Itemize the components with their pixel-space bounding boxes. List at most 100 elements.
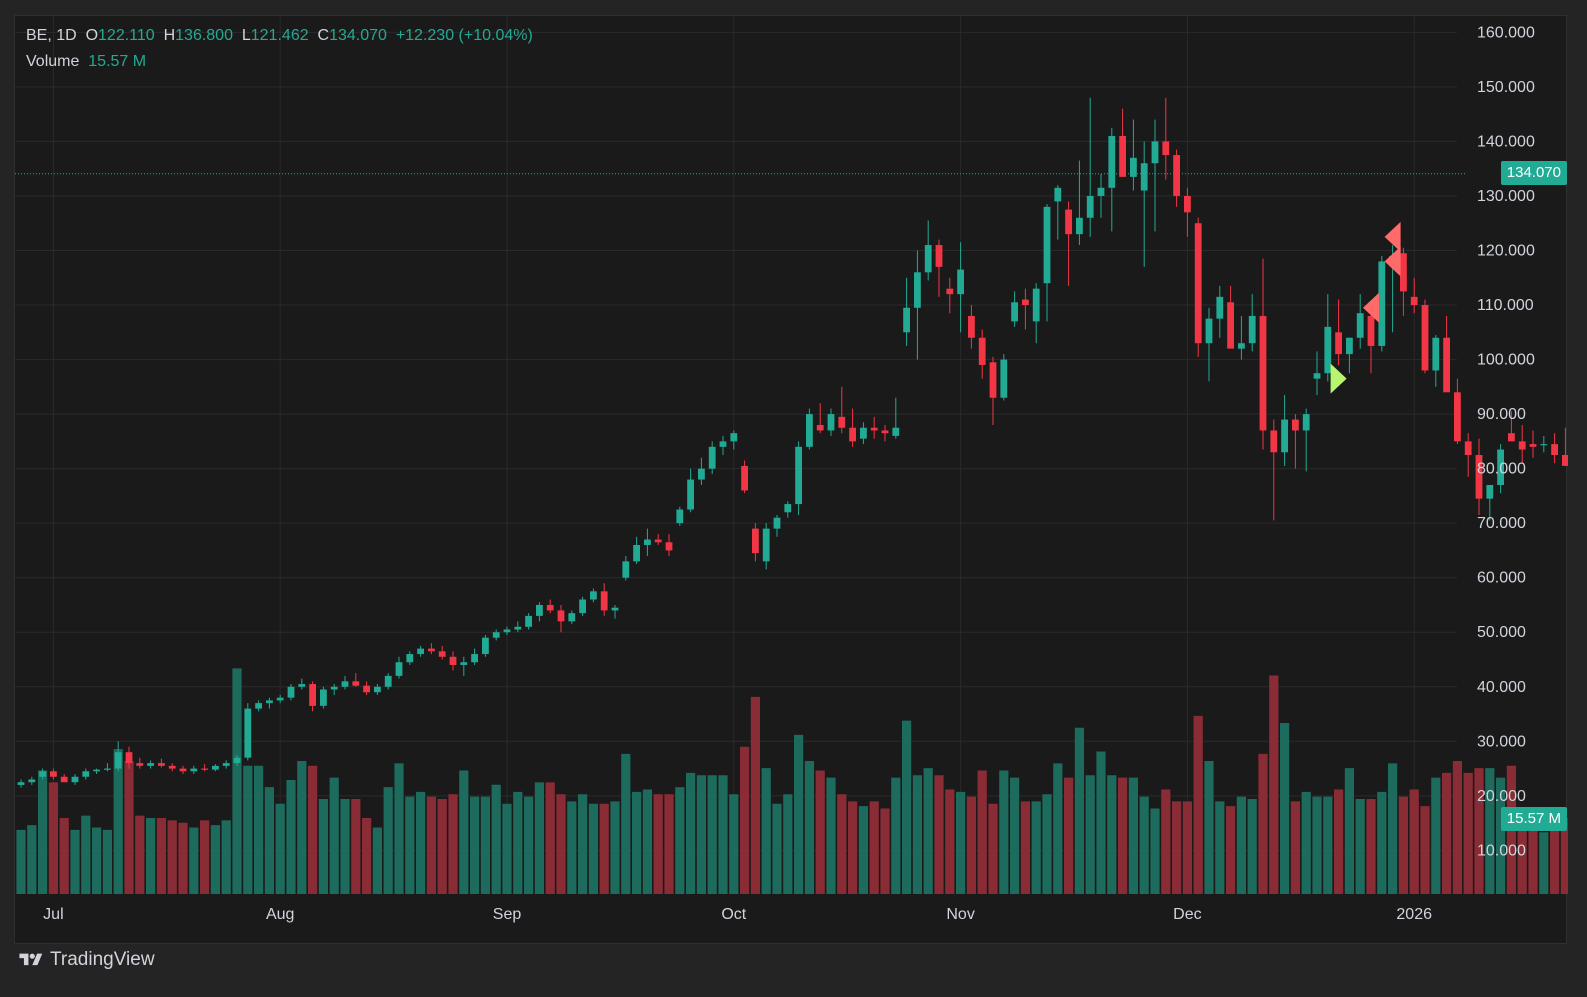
volume-bar bbox=[848, 801, 858, 894]
candle-body bbox=[1335, 332, 1342, 355]
chart-canvas[interactable]: 160.000 150.000 140.000 130.000 120.000 110.0… bbox=[15, 16, 1568, 945]
candle-body bbox=[1302, 414, 1310, 431]
candle-body bbox=[1562, 455, 1568, 466]
candle-body bbox=[320, 689, 327, 706]
volume-bar bbox=[372, 827, 382, 894]
last-volume-tag: 15.57 M bbox=[1500, 807, 1567, 832]
candle-body bbox=[687, 479, 694, 510]
candle-body bbox=[881, 430, 889, 434]
candle-body bbox=[957, 269, 964, 295]
candle-body bbox=[1032, 288, 1040, 322]
volume-bar bbox=[1344, 768, 1354, 894]
candle-body bbox=[838, 416, 846, 428]
last-price-tag: 134.070 bbox=[1500, 160, 1567, 185]
candle-body bbox=[136, 763, 144, 766]
volume-bar bbox=[945, 789, 955, 894]
candle-body bbox=[719, 441, 727, 447]
candle-body bbox=[1410, 296, 1418, 306]
candle-body bbox=[1216, 296, 1224, 319]
volume-bar bbox=[480, 796, 490, 894]
candle-body bbox=[60, 776, 68, 783]
candle-body bbox=[114, 752, 122, 769]
volume-bar bbox=[513, 791, 523, 894]
volume-bar bbox=[1334, 789, 1344, 894]
volume-bar bbox=[1280, 723, 1290, 894]
volume-bar bbox=[815, 770, 825, 894]
candle-body bbox=[1400, 253, 1407, 292]
candle-body bbox=[1421, 305, 1429, 371]
candle-body bbox=[536, 604, 543, 616]
volume-bar bbox=[1366, 799, 1376, 894]
volume-bar bbox=[588, 803, 598, 894]
candle-body bbox=[546, 604, 554, 611]
volume-bar bbox=[254, 765, 264, 894]
volume-bar bbox=[113, 749, 123, 894]
candle-body bbox=[1097, 187, 1105, 196]
volume-bar bbox=[405, 796, 415, 894]
candle-body bbox=[1022, 299, 1029, 306]
volume-bar bbox=[426, 796, 436, 894]
volume-label[interactable]: Volume bbox=[26, 53, 80, 70]
candle-body bbox=[28, 779, 36, 783]
volume-bar bbox=[351, 799, 361, 894]
volume-bar bbox=[1150, 808, 1160, 894]
volume-bar bbox=[275, 803, 285, 894]
candle-body bbox=[1184, 195, 1191, 213]
candle-body bbox=[1205, 318, 1213, 344]
volume-bar bbox=[578, 794, 588, 894]
volume-bar bbox=[1550, 825, 1560, 894]
volume-bar bbox=[59, 818, 69, 894]
price-tick-label: 80.000 bbox=[1477, 461, 1526, 478]
volume-bar bbox=[880, 808, 890, 894]
candle-body bbox=[1162, 141, 1170, 156]
time-tick-label: Dec bbox=[1173, 906, 1201, 923]
candle-body bbox=[82, 771, 90, 777]
price-tick-label: 30.000 bbox=[1477, 733, 1526, 750]
candle-body bbox=[1529, 444, 1537, 447]
symbol-label[interactable]: BE, 1D bbox=[26, 27, 77, 44]
candle-body bbox=[341, 681, 349, 687]
candle-body bbox=[1443, 337, 1450, 393]
volume-bar bbox=[167, 820, 177, 894]
volume-bar bbox=[470, 796, 480, 894]
volume-bar bbox=[750, 696, 760, 894]
volume-bar bbox=[1539, 832, 1549, 894]
tradingview-branding[interactable]: TradingView bbox=[16, 948, 155, 972]
candle-body bbox=[784, 504, 792, 513]
candle-body bbox=[946, 288, 954, 295]
candle-body bbox=[903, 307, 910, 333]
candle-body bbox=[1065, 209, 1072, 235]
volume-bar bbox=[696, 775, 706, 894]
chart-frame[interactable]: 160.000 150.000 140.000 130.000 120.000 110.0… bbox=[14, 15, 1568, 945]
price-tick-label: 20.000 bbox=[1477, 788, 1526, 805]
candle-body bbox=[330, 686, 338, 690]
volume-bar bbox=[1463, 772, 1473, 894]
price-tick-label: 50.000 bbox=[1477, 624, 1526, 641]
candle-body bbox=[1292, 419, 1299, 431]
time-tick-label: Sep bbox=[493, 906, 522, 923]
candle-body bbox=[1540, 444, 1548, 446]
candle-body bbox=[611, 607, 619, 611]
candle-body bbox=[600, 591, 608, 611]
candle-body bbox=[503, 629, 511, 633]
candle-body bbox=[266, 700, 273, 704]
candle-body bbox=[1356, 313, 1364, 338]
candle-body bbox=[1475, 455, 1483, 499]
candle-body bbox=[1486, 484, 1494, 499]
volume-bar bbox=[1204, 761, 1214, 894]
change-value: +12.230 (+10.04%) bbox=[395, 27, 533, 44]
volume-bar bbox=[200, 820, 210, 894]
price-tick-label: 150.000 bbox=[1477, 79, 1535, 96]
candle-body bbox=[255, 703, 262, 709]
volume-bar bbox=[567, 801, 577, 894]
volume-bar bbox=[912, 775, 922, 894]
volume-bar bbox=[545, 782, 555, 894]
volume-bar bbox=[858, 806, 868, 894]
time-axis: Jul Aug Sep Oct Nov Dec 2026 bbox=[43, 906, 1432, 923]
volume-bar bbox=[1010, 777, 1020, 894]
branding-text: TradingView bbox=[50, 949, 155, 970]
candle-body bbox=[1464, 441, 1472, 455]
volume-bar bbox=[1042, 794, 1052, 894]
volume-bar bbox=[1096, 751, 1106, 894]
grid-lines bbox=[15, 16, 1457, 894]
